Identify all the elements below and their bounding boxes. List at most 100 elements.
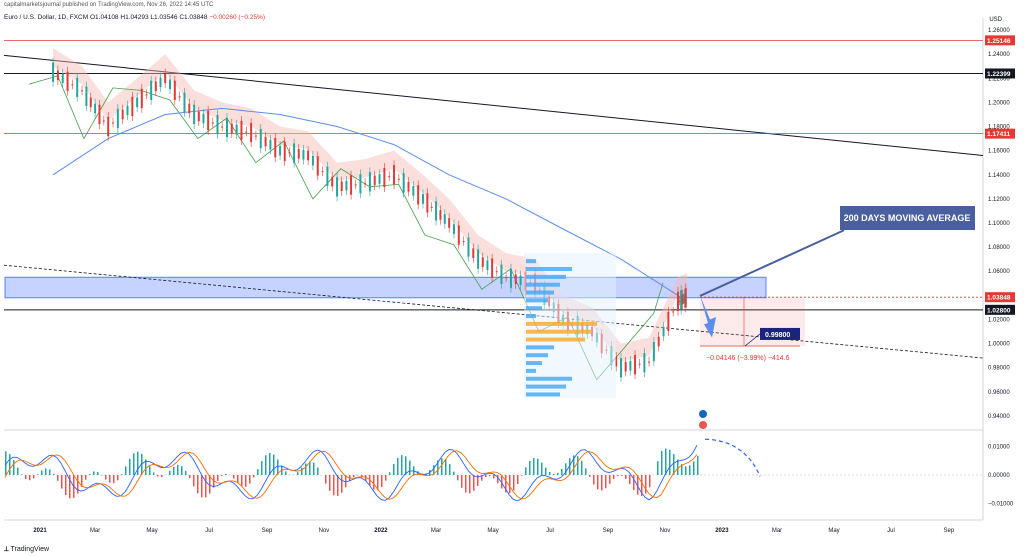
x-tick-label: 2021 [33, 528, 47, 534]
macd-histogram-bar [417, 471, 419, 475]
candle-body [652, 341, 655, 362]
candle-body [202, 113, 205, 124]
x-tick-label: Mar [431, 528, 441, 534]
macd-histogram-bar [149, 466, 151, 475]
x-tick-label: Jul [546, 528, 554, 534]
macd-histogram-bar [617, 475, 619, 477]
macd-histogram-bar [545, 467, 547, 475]
candle-body [615, 356, 618, 367]
volume-profile-bar [526, 290, 554, 295]
price-label-text: 1.17411 [987, 131, 1011, 138]
macd-histogram-bar [365, 475, 367, 482]
macd-histogram-bar [381, 475, 383, 488]
x-tick-label: Sep [944, 528, 955, 534]
macd-histogram-bar [489, 475, 491, 477]
macd-histogram-bar [625, 475, 627, 479]
candle-body [519, 275, 522, 286]
macd-histogram-bar [517, 475, 519, 485]
macd-histogram-bar [533, 457, 535, 475]
candle-body [145, 94, 148, 96]
candle-body [254, 135, 257, 137]
macd-histogram-bar [257, 469, 259, 475]
macd-histogram-bar [693, 461, 695, 475]
macd-histogram-bar [565, 463, 567, 475]
macd-histogram-bar [249, 475, 251, 484]
macd-histogram-bar [77, 475, 79, 494]
macd-histogram-bar [605, 475, 607, 489]
price-label-box [985, 68, 1015, 79]
candle-body [368, 172, 371, 192]
candle-body [681, 294, 684, 305]
macd-histogram-bar [433, 465, 435, 475]
macd-histogram-bar [329, 475, 331, 491]
macd-histogram-bar [237, 475, 239, 483]
y-tick-label: 0.96000 [988, 390, 1010, 396]
y-tick-label: 1.06000 [988, 269, 1010, 275]
macd-histogram-bar [521, 475, 523, 476]
candle-body [188, 103, 191, 114]
y-tick-label: 1.18000 [988, 125, 1010, 131]
symbol-name: Euro / U.S. Dollar, 1D, FXCM [4, 14, 89, 21]
candle-body [116, 108, 119, 129]
y-tick-label: 1.10000 [988, 221, 1010, 227]
volume-profile-bar [526, 392, 560, 397]
candle-body [326, 166, 329, 187]
candle-body [402, 173, 405, 193]
volume-profile-bar [526, 368, 536, 373]
candle-body [448, 218, 451, 228]
macd-histogram-bar [609, 475, 611, 484]
macd-histogram-bar [33, 475, 35, 479]
price-label-text: 1.02800 [987, 307, 1011, 314]
l-value: 1.03546 [154, 14, 178, 21]
x-tick-label: 2022 [374, 528, 388, 534]
macd-histogram-bar [233, 475, 235, 479]
macd-tick-label: −0.01000 [988, 502, 1014, 508]
x-tick-label: Jul [205, 528, 213, 534]
change-value: −0.00260 (−0.25%) [209, 14, 265, 21]
macd-histogram-bar [369, 475, 371, 487]
c-label: C [179, 14, 185, 21]
candle-body [297, 149, 300, 159]
annotation-text: 200 DAYS MOVING AVERAGE [844, 213, 971, 223]
macd-histogram-bar [9, 454, 11, 475]
candle-body [279, 145, 282, 156]
macd-histogram-bar [145, 459, 147, 475]
candle-body [211, 122, 214, 124]
candle-body [500, 264, 503, 284]
macd-histogram-bar [325, 475, 327, 484]
candle-body [197, 111, 200, 122]
macd-histogram-bar [465, 475, 467, 493]
macd-histogram-bar [157, 475, 159, 477]
projection-arrow [700, 295, 716, 338]
macd-histogram-bar [477, 475, 479, 486]
price-label-box [985, 128, 1015, 139]
candle-body [643, 353, 646, 373]
candle-body [283, 141, 286, 162]
macd-histogram-bar [389, 472, 391, 475]
long-downtrend-line [3, 54, 984, 156]
macd-histogram-bar [297, 472, 299, 475]
macd-histogram-bar [97, 472, 99, 475]
candle-body [56, 70, 59, 81]
macd-histogram-bar [205, 475, 207, 498]
y-tick-label: 1.00000 [988, 342, 1010, 348]
macd-histogram-bar [481, 475, 483, 481]
candle-body [373, 175, 376, 186]
candle-body [620, 358, 623, 378]
candle-body [491, 258, 494, 278]
candle-body [183, 92, 186, 113]
candle-body [378, 174, 381, 184]
candle-body [164, 73, 167, 84]
candle-body [638, 363, 641, 365]
candle-body [340, 181, 343, 192]
y-tick-label: 1.16000 [988, 149, 1010, 155]
macd-histogram-bar [265, 455, 267, 475]
tradingview-brand: ⟂ TradingView [4, 546, 49, 554]
macd-histogram-bar [85, 475, 87, 480]
macd-histogram-bar [453, 471, 455, 475]
macd-histogram-bar [177, 464, 179, 475]
candle-body [293, 143, 296, 163]
macd-histogram-bar [397, 457, 399, 475]
candle-body [159, 77, 162, 88]
